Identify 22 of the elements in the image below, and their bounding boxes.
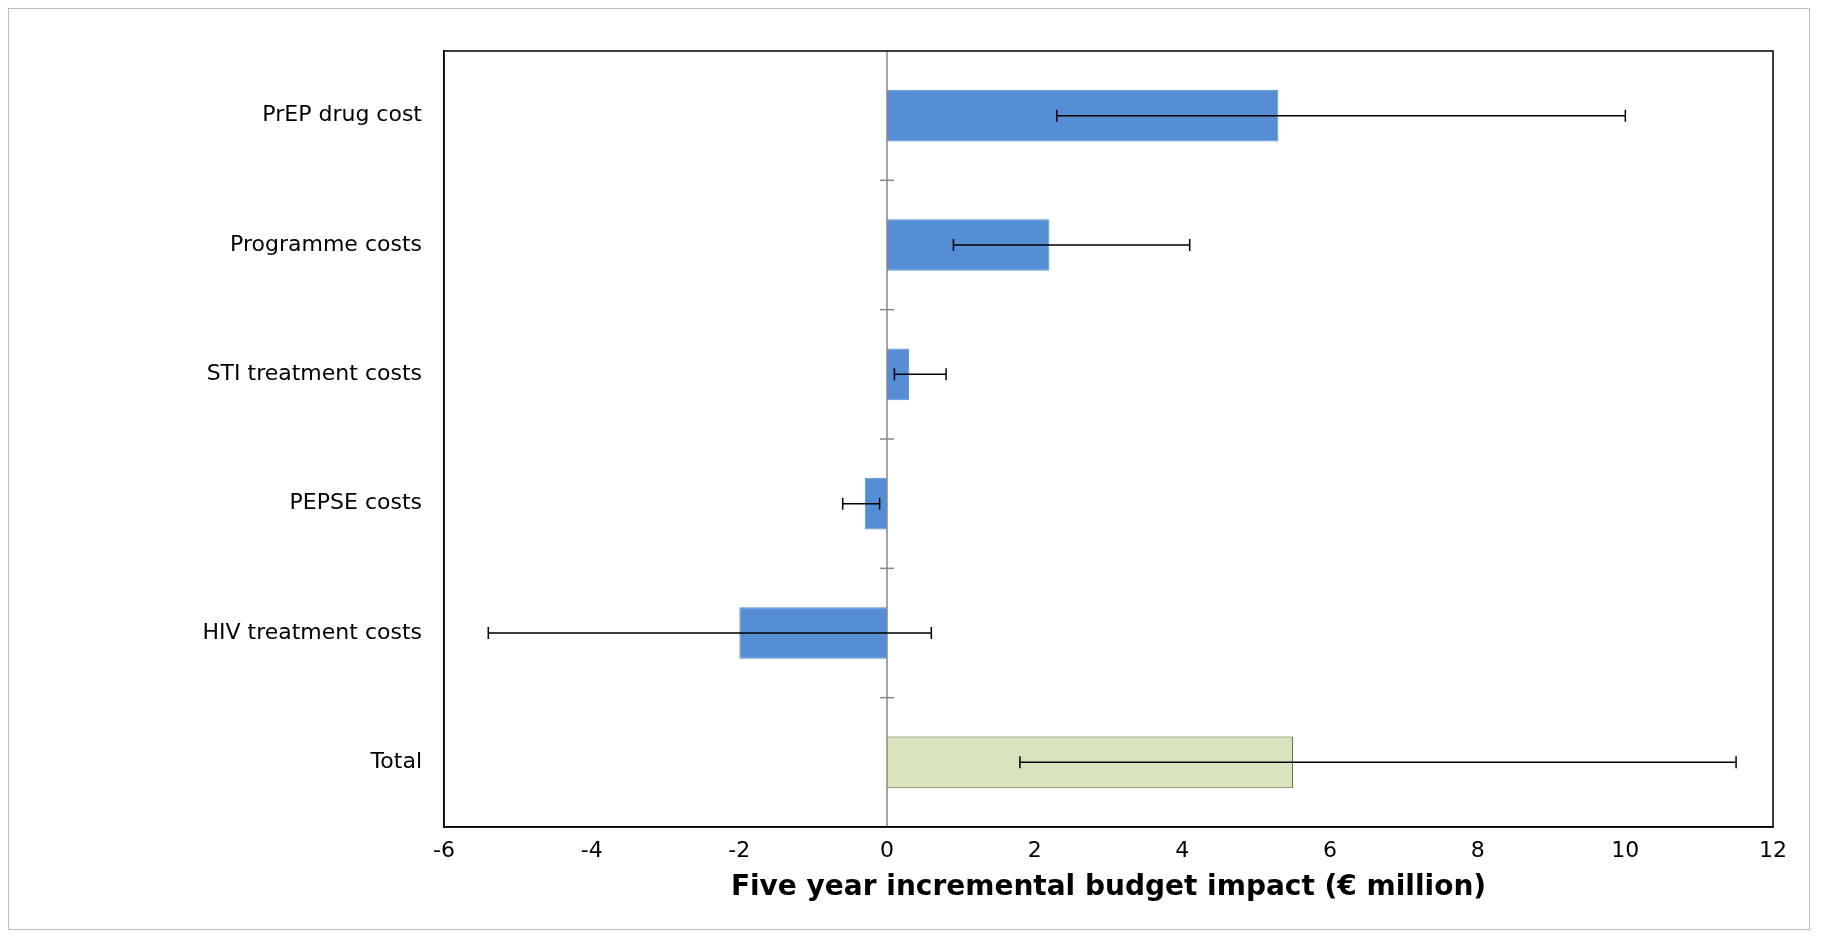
y-tick-label: PEPSE costs <box>289 489 422 515</box>
y-tick-label: PrEP drug cost <box>262 101 423 127</box>
x-tick-label: 2 <box>1027 836 1042 862</box>
x-tick-label: 8 <box>1470 836 1485 862</box>
y-tick-label: HIV treatment costs <box>202 618 422 644</box>
x-tick-label: 12 <box>1759 836 1787 862</box>
x-tick-label: 10 <box>1611 836 1640 862</box>
y-tick-label: STI treatment costs <box>206 360 422 386</box>
bar <box>887 348 910 401</box>
x-tick-label: -2 <box>728 836 751 862</box>
bar <box>887 219 1050 271</box>
x-tick-label: 6 <box>1323 836 1337 862</box>
x-tick-label: 0 <box>880 836 894 862</box>
bar <box>864 477 887 530</box>
y-tick-label: Programme costs <box>230 230 422 256</box>
y-tick-label: Total <box>369 748 422 774</box>
bar <box>887 89 1279 142</box>
x-tick-label: -6 <box>433 836 455 862</box>
x-axis-title: Five year incremental budget impact (€ million) <box>730 869 1487 903</box>
bar <box>739 607 887 659</box>
x-tick-label: -4 <box>580 836 603 862</box>
x-tick-label: 4 <box>1175 836 1190 862</box>
